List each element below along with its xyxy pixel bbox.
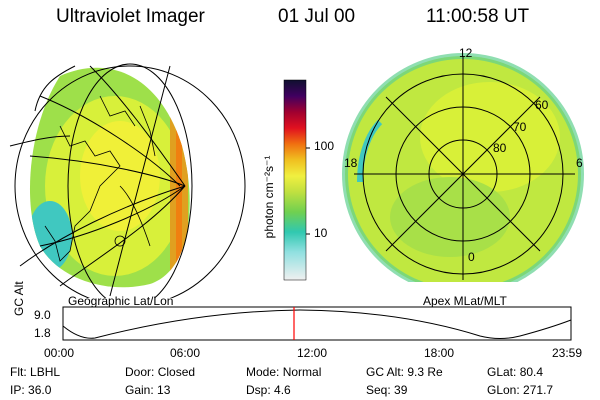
status-glat: GLat: 80.4: [487, 365, 544, 379]
polar-image: [342, 53, 584, 282]
status-seq: Seq: 39: [366, 383, 408, 397]
app-title: Ultraviolet Imager: [56, 6, 205, 27]
time-label: 11:00:58 UT: [426, 6, 530, 27]
status-gain: Gain: 13: [125, 383, 171, 397]
colorbar-tick-100: 100: [314, 139, 335, 153]
orbit-xtick: 00:00: [44, 346, 75, 360]
status-mode: Mode: Normal: [246, 365, 322, 379]
status-flt: Flt: LBHL: [10, 365, 61, 379]
orbit-xtick: 23:59: [552, 346, 583, 360]
right-panel-caption: Apex MLat/MLT: [423, 294, 507, 308]
lat-label-70: 70: [513, 120, 527, 134]
lat-label-80: 80: [493, 141, 507, 155]
date-label: 01 Jul 00: [278, 6, 356, 27]
status-door: Door: Closed: [125, 365, 196, 379]
left-panel-caption: Geographic Lat/Lon: [68, 294, 174, 308]
status-gc-alt: GC Alt: 9.3 Re: [366, 365, 443, 379]
orbit-xtick: 06:00: [170, 346, 201, 360]
orbit-xtick: 12:00: [297, 346, 328, 360]
mlt-label-18: 18: [344, 156, 358, 170]
geographic-image: [9, 63, 246, 298]
status-glon: GLon: 271.7: [487, 383, 554, 397]
orbit-ytick-9: 9.0: [34, 308, 51, 322]
mlt-label-0: 0: [468, 250, 475, 264]
orbit-xtick: 18:00: [424, 346, 455, 360]
colorbar-tick-10: 10: [314, 226, 328, 240]
lat-label-60: 60: [535, 98, 549, 112]
colorbar: [283, 79, 310, 281]
orbit-ylabel: GC Alt: [12, 281, 26, 316]
status-ip: IP: 36.0: [10, 383, 52, 397]
orbit-altitude-plot: [62, 306, 572, 341]
mlt-label-12: 12: [459, 46, 473, 60]
colorbar-unit-label: photon cm⁻²s⁻¹: [262, 155, 276, 239]
status-dsp: Dsp: 4.6: [246, 383, 291, 397]
mlt-label-6: 6: [576, 156, 583, 170]
orbit-ytick-1-8: 1.8: [34, 326, 51, 340]
